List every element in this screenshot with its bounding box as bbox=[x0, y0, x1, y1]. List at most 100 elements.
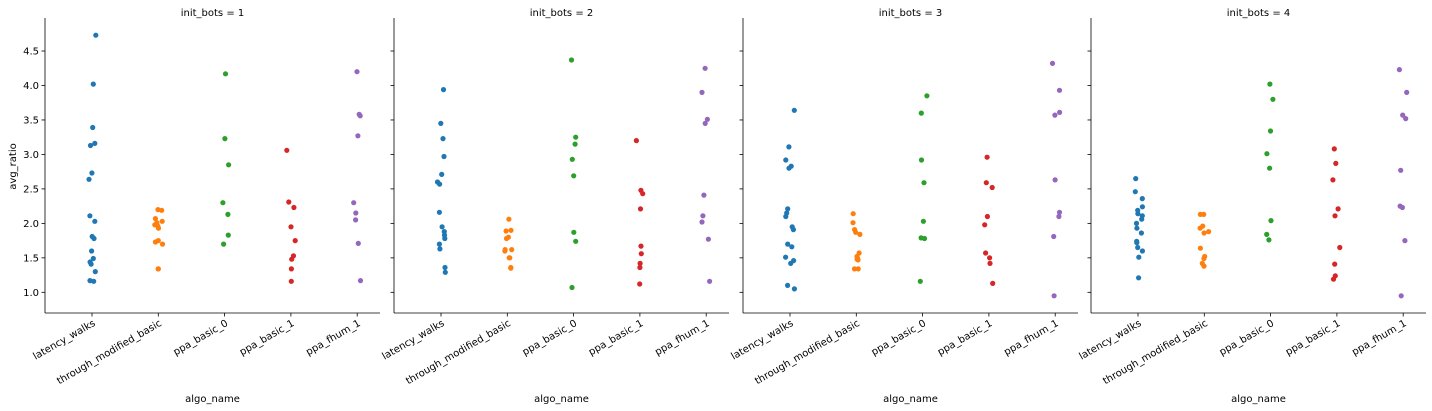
data-point bbox=[221, 241, 227, 247]
data-point bbox=[225, 232, 231, 238]
data-point bbox=[357, 278, 364, 284]
facet-panel: init_bots = 4 latency_walksthrough_modifi… bbox=[1078, 8, 1426, 405]
data-point bbox=[89, 170, 95, 176]
data-point bbox=[442, 264, 448, 271]
data-point bbox=[569, 156, 575, 162]
data-point bbox=[855, 266, 861, 272]
data-point bbox=[705, 236, 712, 242]
data-point bbox=[155, 266, 161, 272]
data-point bbox=[441, 153, 447, 160]
data-point bbox=[1049, 60, 1056, 66]
data-point bbox=[508, 227, 514, 233]
data-point bbox=[220, 200, 226, 206]
data-point bbox=[355, 133, 361, 139]
y-tick-label: 4.0 bbox=[23, 81, 39, 92]
data-point bbox=[440, 136, 446, 142]
y-tick-label: 3.5 bbox=[23, 115, 39, 126]
data-point bbox=[640, 191, 646, 197]
data-point bbox=[637, 260, 643, 266]
data-point bbox=[90, 124, 96, 131]
data-point bbox=[1139, 196, 1145, 202]
data-point bbox=[1138, 230, 1144, 236]
data-point bbox=[700, 213, 706, 219]
data-point bbox=[573, 134, 579, 140]
x-axis-title: algo_name bbox=[1231, 394, 1286, 405]
data-point bbox=[989, 184, 995, 191]
data-point bbox=[984, 213, 991, 220]
data-point bbox=[785, 206, 791, 212]
data-point bbox=[1396, 67, 1402, 73]
x-axis-title: algo_name bbox=[883, 394, 938, 405]
data-point bbox=[569, 284, 575, 291]
y-tick-label: 1.5 bbox=[23, 253, 39, 264]
data-point bbox=[1402, 238, 1408, 244]
data-point bbox=[573, 238, 579, 244]
data-point bbox=[93, 32, 99, 38]
data-point bbox=[355, 240, 361, 246]
data-point bbox=[1139, 248, 1145, 254]
y-tick-label: 2.0 bbox=[23, 219, 39, 230]
data-point bbox=[791, 107, 797, 113]
data-point bbox=[222, 71, 229, 77]
x-tick-label: through_modified_basic bbox=[404, 318, 513, 387]
data-point bbox=[357, 113, 363, 119]
data-point bbox=[509, 247, 515, 253]
data-point bbox=[924, 93, 930, 99]
data-point bbox=[87, 213, 93, 219]
data-point bbox=[1330, 276, 1337, 282]
facet-title: init_bots = 2 bbox=[530, 8, 594, 19]
x-tick-label: ppa_fhum_1 bbox=[653, 318, 711, 358]
data-point bbox=[1398, 167, 1404, 173]
data-point bbox=[983, 250, 989, 256]
data-point bbox=[857, 231, 863, 237]
data-point bbox=[292, 238, 298, 244]
facet-title: init_bots = 3 bbox=[879, 8, 943, 19]
data-point bbox=[1403, 116, 1409, 122]
data-point bbox=[788, 260, 794, 266]
data-point bbox=[850, 220, 856, 226]
x-tick-label: ppa_basic_0 bbox=[521, 318, 579, 358]
data-point bbox=[1132, 189, 1138, 195]
x-tick-label: ppa_basic_0 bbox=[870, 318, 928, 358]
x-tick-label: ppa_basic_0 bbox=[172, 318, 230, 358]
data-point bbox=[1136, 275, 1142, 281]
data-point bbox=[436, 209, 442, 215]
data-point bbox=[1332, 213, 1338, 219]
x-tick-label: latency_walks bbox=[32, 318, 98, 362]
data-point bbox=[288, 266, 294, 272]
data-point bbox=[159, 241, 166, 247]
x-tick-label: through_modified_basic bbox=[1101, 318, 1210, 387]
data-point bbox=[1197, 245, 1203, 251]
data-point bbox=[786, 144, 792, 150]
data-point bbox=[1056, 213, 1062, 220]
data-point bbox=[90, 81, 96, 87]
data-point bbox=[1206, 229, 1212, 235]
data-point bbox=[918, 110, 924, 116]
data-point bbox=[155, 225, 162, 231]
data-point bbox=[1201, 230, 1207, 236]
data-point bbox=[1398, 293, 1404, 299]
data-point bbox=[90, 255, 96, 262]
data-point bbox=[789, 244, 795, 250]
x-tick-label: through_modified_basic bbox=[55, 318, 164, 387]
data-point bbox=[1201, 211, 1207, 217]
data-point bbox=[1330, 177, 1336, 183]
data-point bbox=[987, 255, 993, 261]
data-point bbox=[288, 224, 294, 230]
data-point bbox=[92, 218, 98, 224]
data-point bbox=[855, 257, 861, 263]
data-point bbox=[288, 278, 294, 284]
data-point bbox=[572, 141, 578, 147]
x-tick-label: ppa_basic_1 bbox=[238, 318, 296, 358]
y-tick-label: 4.5 bbox=[23, 47, 39, 58]
data-point bbox=[1332, 261, 1338, 267]
x-axis-title: algo_name bbox=[534, 394, 589, 405]
x-tick-label: ppa_fhum_1 bbox=[1350, 318, 1408, 358]
data-point bbox=[921, 180, 927, 186]
y-tick-label: 3.0 bbox=[23, 150, 39, 161]
facet-panel: init_bots = 1 1.0 1.5 2.0 2.5 3.0 3.5 4.0 4.5 lat… bbox=[23, 8, 380, 405]
data-point bbox=[289, 256, 295, 262]
data-point bbox=[1134, 225, 1140, 231]
data-point bbox=[1268, 218, 1274, 224]
data-point bbox=[1052, 112, 1058, 118]
